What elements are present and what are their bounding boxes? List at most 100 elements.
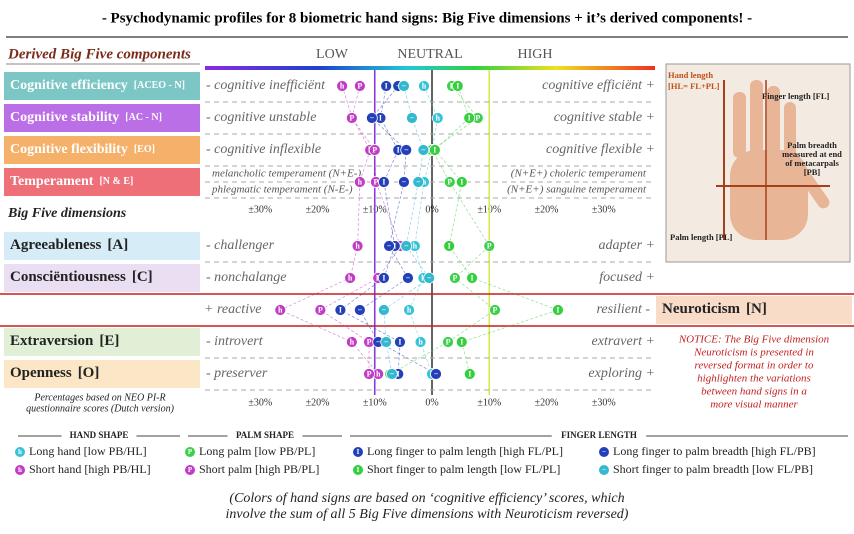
category-box [4, 136, 200, 164]
marker-dot [274, 304, 287, 316]
hand-sign-marker: P [448, 272, 461, 284]
marker-symbol: I [556, 305, 559, 314]
hand-label: Palm breadth [787, 140, 837, 150]
category-name: Openness [10, 365, 72, 381]
hand-label: Hand length [668, 70, 713, 80]
low-label: - cognitive unstable [206, 110, 316, 125]
category-label: Cognitive efficiency [ACEO - N] [10, 78, 185, 93]
marker-dot [400, 240, 413, 252]
hand-sign-marker: P [368, 144, 381, 156]
marker-symbol: P [349, 113, 354, 122]
hand-sign-marker: P [363, 368, 375, 380]
marker-symbol: − [434, 369, 439, 378]
marker-symbol: − [406, 273, 411, 282]
hand-sign-marker: − [400, 240, 413, 252]
hand-sign-marker: I [394, 336, 406, 348]
marker-dot [353, 176, 366, 188]
marker-dot [466, 272, 478, 284]
low-label: + reactive [204, 302, 262, 317]
marker-dot [448, 272, 461, 284]
legend-label: Short palm [high PB/PL] [199, 462, 319, 476]
marker-dot [443, 240, 456, 252]
hand-sign-marker: − [417, 144, 430, 156]
marker-symbol: I [433, 145, 436, 154]
marker-symbol: I [448, 241, 451, 250]
low-label: - introvert [206, 334, 264, 349]
marker-dot [353, 304, 366, 316]
marker-symbol: h [340, 81, 345, 90]
category-name: Agreeableness [10, 237, 102, 253]
marker-symbol: − [376, 337, 381, 346]
x-tick-label: ±10% [477, 397, 501, 408]
hand-sign-marker: I [451, 80, 464, 92]
scale-gradient [205, 66, 655, 70]
category-note: [EO] [134, 144, 155, 155]
marker-dot [412, 176, 425, 188]
high-label: adapter + [599, 238, 656, 253]
legend-item: h Long hand [low PB/HL] [15, 444, 147, 458]
category-note: [A] [107, 237, 128, 253]
marker-symbol: P [357, 81, 362, 90]
hand-sign-marker: h [344, 272, 357, 284]
hand-sign-marker: I [378, 176, 390, 188]
notice-line: Neuroticism is presented in [693, 347, 814, 359]
hand-sign-marker: h [414, 336, 427, 348]
legend-symbol: h [18, 448, 22, 456]
footer-note: (Colors of hand signs are based on ‘cogn… [229, 491, 624, 506]
marker-symbol: h [278, 305, 283, 314]
hand-sign-marker: − [398, 80, 410, 92]
category-label: Openness [O] [10, 365, 99, 381]
marker-symbol: P [452, 273, 457, 282]
hand-label: measured at end [782, 149, 842, 159]
marker-symbol: − [410, 113, 415, 122]
series-line [408, 85, 439, 375]
scale-title: LOW [316, 47, 349, 62]
marker-dot [463, 368, 476, 380]
marker-symbol: P [493, 305, 498, 314]
category-name: Temperament [10, 174, 94, 189]
marker-symbol: − [402, 177, 407, 186]
low-label: - cognitive inflexible [206, 142, 321, 157]
marker-symbol: P [318, 305, 323, 314]
category-box [4, 328, 200, 356]
x-tick-label: ±20% [306, 397, 330, 408]
marker-symbol: h [358, 177, 363, 186]
category-label: Consciëntiousness [C] [10, 269, 153, 285]
category-box [4, 360, 200, 388]
marker-symbol: I [382, 273, 385, 282]
legend-item: P Long palm [low PB/PL] [185, 444, 315, 458]
marker-dot [417, 144, 430, 156]
category-label: Neuroticism [N] [662, 301, 767, 317]
high-label: (N+E+) choleric temperament [511, 168, 647, 180]
category-box [4, 72, 200, 100]
legend-item: I Long finger to palm length [high FL/PL] [353, 444, 563, 458]
x-tick-label: ±30% [248, 204, 272, 215]
category-note: [N & E] [99, 176, 133, 187]
marker-dot [398, 176, 410, 188]
hand-sign-marker: − [423, 272, 436, 284]
high-label: (N+E+) sanguine temperament [507, 184, 647, 196]
category-label: Agreeableness [A] [10, 237, 128, 253]
legend-swatch [353, 465, 363, 475]
marker-dot [344, 272, 357, 284]
hand-sign-marker: h [403, 304, 416, 316]
hand-sign-marker: I [443, 240, 456, 252]
x-tick-label: ±30% [248, 397, 272, 408]
marker-symbol: h [407, 305, 412, 314]
marker-dot [363, 368, 375, 380]
percent-note: questionnaire scores (Dutch version) [26, 403, 175, 414]
legend-swatch [185, 447, 195, 457]
legend-title: PALM SHAPE [236, 430, 294, 440]
hand-sign-marker: I [463, 112, 476, 124]
hand-sign-marker: − [378, 304, 390, 316]
category-box [4, 104, 200, 132]
series-line [339, 85, 401, 375]
hand-sign-marker: − [412, 176, 425, 188]
marker-symbol: − [416, 177, 421, 186]
marker-dot [442, 336, 454, 348]
marker-symbol: I [339, 305, 342, 314]
section-title: Big Five dimensions [7, 206, 127, 221]
hand-label: of metacarpals [785, 158, 839, 168]
series-line [383, 85, 430, 375]
legend-label: Short hand [high PB/HL] [29, 462, 151, 476]
